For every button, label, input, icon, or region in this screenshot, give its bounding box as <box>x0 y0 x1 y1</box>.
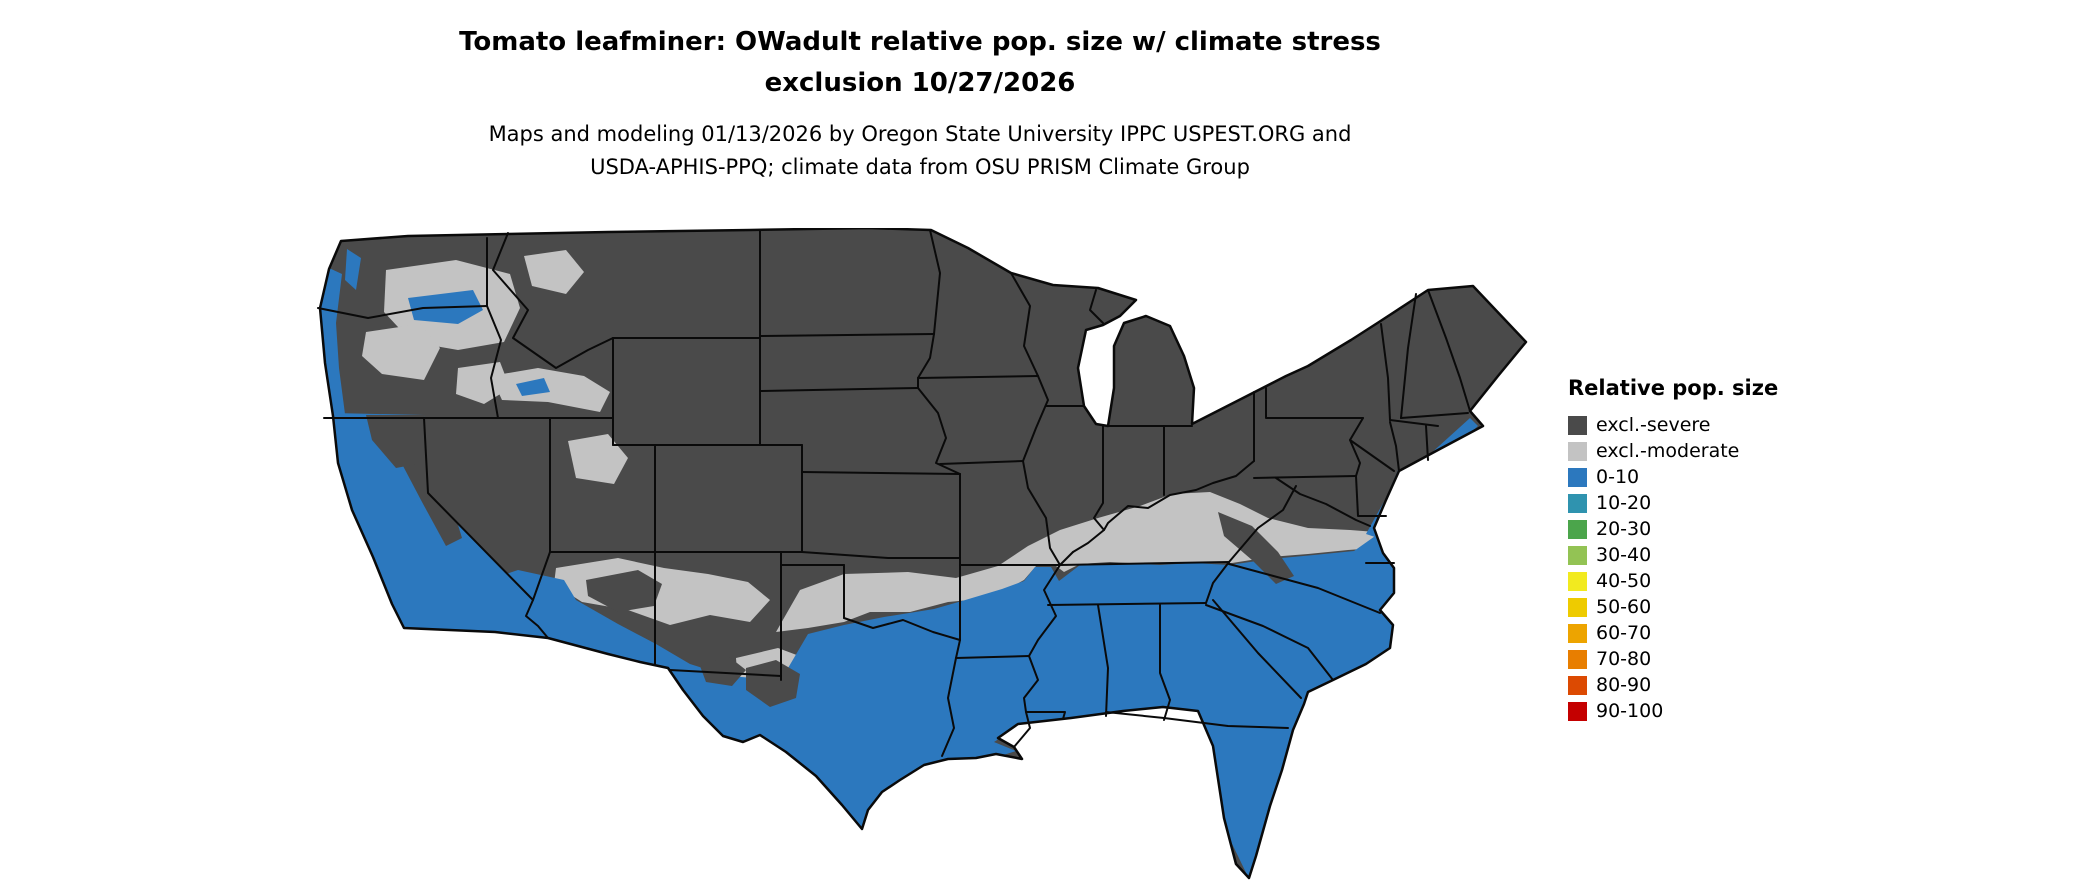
legend-swatch <box>1568 467 1587 487</box>
legend-item: 70-80 <box>1568 646 1898 672</box>
legend-item-label: 0-10 <box>1596 465 1640 488</box>
legend: Relative pop. size excl.-severe excl.-mod… <box>1568 376 1898 724</box>
legend-item-label: 30-40 <box>1596 543 1652 566</box>
legend-item-label: 80-90 <box>1596 673 1652 696</box>
legend-item: excl.-severe <box>1568 412 1898 438</box>
legend-item-label: 40-50 <box>1596 569 1652 592</box>
legend-swatch <box>1568 415 1587 435</box>
us-outline <box>318 228 1528 880</box>
legend-swatch <box>1568 519 1587 539</box>
figure-title-line2: exclusion 10/27/2026 <box>764 68 1076 98</box>
figure-subtitle-line2: USDA-APHIS-PPQ; climate data from OSU PR… <box>590 155 1250 179</box>
legend-item: 0-10 <box>1568 464 1898 490</box>
figure-title: Tomato leafminer: OWadult relative pop. … <box>0 22 1840 104</box>
figure-title-line1: Tomato leafminer: OWadult relative pop. … <box>459 27 1381 57</box>
figure-subtitle: Maps and modeling 01/13/2026 by Oregon S… <box>0 118 1840 184</box>
legend-item-label: 60-70 <box>1596 621 1652 644</box>
legend-item: 10-20 <box>1568 490 1898 516</box>
legend-item: 30-40 <box>1568 542 1898 568</box>
figure-subtitle-line1: Maps and modeling 01/13/2026 by Oregon S… <box>488 122 1352 146</box>
legend-item: 40-50 <box>1568 568 1898 594</box>
legend-swatch <box>1568 701 1587 721</box>
legend-swatch <box>1568 571 1587 591</box>
legend-item-label: excl.-moderate <box>1596 439 1740 462</box>
legend-swatch <box>1568 675 1587 695</box>
legend-item: 80-90 <box>1568 672 1898 698</box>
legend-item: 20-30 <box>1568 516 1898 542</box>
legend-item: excl.-moderate <box>1568 438 1898 464</box>
legend-item-label: 90-100 <box>1596 699 1664 722</box>
legend-swatch <box>1568 545 1587 565</box>
legend-item-label: 70-80 <box>1596 647 1652 670</box>
legend-items: excl.-severe excl.-moderate 0-10 10-20 20-30… <box>1568 412 1898 724</box>
legend-title: Relative pop. size <box>1568 376 1779 400</box>
legend-item-label: 20-30 <box>1596 517 1652 540</box>
legend-swatch <box>1568 441 1587 461</box>
legend-item-label: excl.-severe <box>1596 413 1711 436</box>
state-borders <box>317 229 1471 757</box>
legend-item-label: 50-60 <box>1596 595 1652 618</box>
legend-swatch <box>1568 597 1587 617</box>
legend-item: 50-60 <box>1568 594 1898 620</box>
legend-swatch <box>1568 649 1587 669</box>
legend-swatch <box>1568 623 1587 643</box>
legend-swatch <box>1568 493 1587 513</box>
legend-item: 90-100 <box>1568 698 1898 724</box>
us-map <box>317 228 1528 880</box>
legend-item: 60-70 <box>1568 620 1898 646</box>
legend-item-label: 10-20 <box>1596 491 1652 514</box>
